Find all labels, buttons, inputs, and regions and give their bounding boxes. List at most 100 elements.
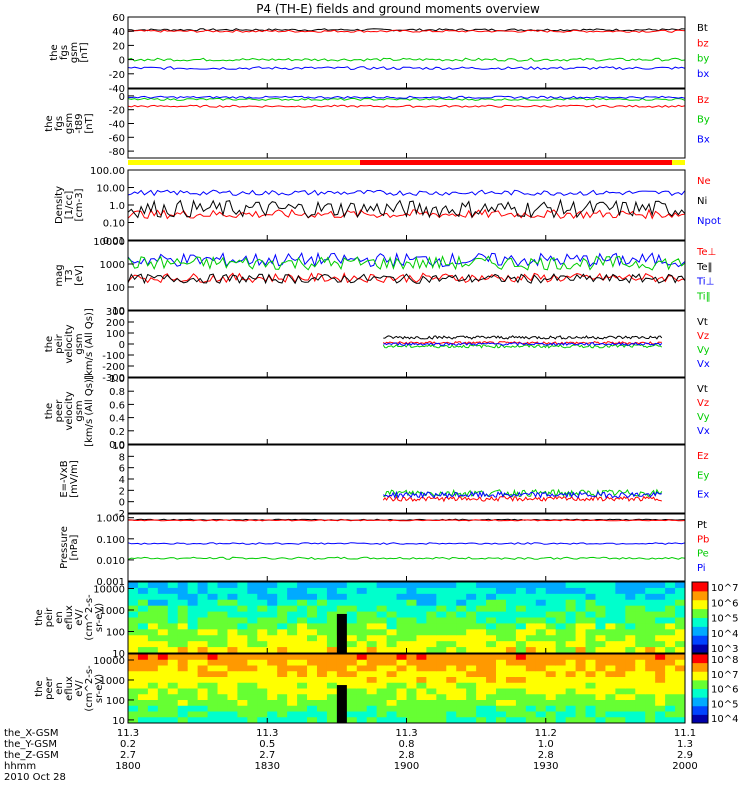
heatmap-cell [476,617,487,624]
heatmap-cell [187,647,199,654]
heatmap-cell [307,682,318,689]
heatmap-cell [585,711,596,718]
figure-title: P4 (TH-E) fields and ground moments over… [256,2,540,16]
heatmap-cell [326,605,338,613]
heatmap-cell [515,617,527,624]
heatmap-cell [267,705,278,712]
heatmap-cell [436,694,447,701]
heatmap-cell [267,694,278,701]
heatmap-cell [326,688,338,695]
heatmap-cell [525,711,537,718]
heatmap-cell [675,654,686,661]
heatmap-cell [476,605,487,613]
heatmap-cell [635,694,646,701]
y-label-line: peir [44,607,55,627]
heatmap-cell [307,623,318,630]
heatmap-cell [575,582,587,589]
heatmap-cell [635,582,646,589]
heatmap-cell [446,705,457,712]
heatmap-cell [346,688,358,695]
heatmap-cell [187,682,199,689]
footer-value: 11.2 [535,728,557,739]
y-tick-label: 0.01 [103,236,125,247]
heatmap-cell [137,665,149,672]
heatmap-cell [177,611,189,618]
legend-entry: Te⊥ [696,247,716,258]
heatmap-cell [436,617,447,624]
heatmap-cell [227,611,238,618]
heatmap-cell [436,587,447,595]
y-tick-label: 0.6 [109,400,125,411]
heatmap-cell [297,659,308,666]
heatmap-cell [565,647,577,654]
heatmap-cell [555,665,567,672]
heatmap-cell [257,717,268,724]
heatmap-cell [257,605,268,613]
heatmap-cell [605,654,616,661]
y-tick-label: 2 [119,486,125,497]
heatmap-cell [555,617,567,624]
heatmap-cell [137,659,149,666]
heatmap-cell [545,629,557,636]
heatmap-cell [565,654,577,661]
heatmap-cell [157,654,169,661]
heatmap-cell [277,599,288,607]
heatmap-cell [665,654,676,661]
heatmap-cell [486,688,497,695]
y-tick-label: 1000 [100,676,125,687]
heatmap-cell [675,705,686,712]
heatmap-cell [187,677,199,684]
heatmap-cell [476,682,487,689]
heatmap-cell [595,623,606,630]
heatmap-cell [177,682,189,689]
heatmap-cell [297,617,308,624]
heatmap-cell [376,611,388,618]
heatmap-cell [665,647,676,654]
heatmap-cell [128,611,139,618]
heatmap-cell [128,599,139,607]
heatmap-cell [665,700,676,707]
heatmap-cell [595,587,606,595]
heatmap-cell [476,582,487,589]
heatmap-cell [128,665,139,672]
heatmap-cell [535,665,547,672]
heatmap-cell [515,582,527,589]
heatmap-cell [396,582,407,589]
heatmap-cell [227,582,238,589]
panel-frame [127,240,686,311]
heatmap-cell [456,605,467,613]
heatmap-cell [595,617,606,624]
series-line-Bx [127,95,686,99]
heatmap-cell [545,711,557,718]
heatmap-cell [217,665,228,672]
heatmap-cell [277,665,288,672]
heatmap-cell [525,665,537,672]
heatmap-cell [147,700,159,707]
heatmap-cell [147,647,159,654]
heatmap-cell [366,671,378,678]
series-line-Vy [382,343,663,349]
heatmap-cell [217,623,228,630]
heatmap-cell [406,605,417,613]
heatmap-cell [605,694,616,701]
heatmap-cell [366,700,378,707]
heatmap-cell [316,617,328,624]
heatmap-cell [177,582,189,589]
heatmap-cell [515,593,527,601]
heatmap-cell [615,682,626,689]
heatmap-cell [336,665,348,672]
y-label-line: peer [54,399,65,423]
heatmap-cell [585,605,596,613]
heatmap-cell [307,654,318,661]
heatmap-cell [486,623,497,630]
heatmap-cell [247,659,258,666]
heatmap-cell [535,617,547,624]
heatmap-cell [277,629,288,636]
heatmap-cell [436,641,447,648]
heatmap-cell [515,623,527,630]
heatmap-cell [406,700,417,707]
heatmap-cell [297,671,308,678]
